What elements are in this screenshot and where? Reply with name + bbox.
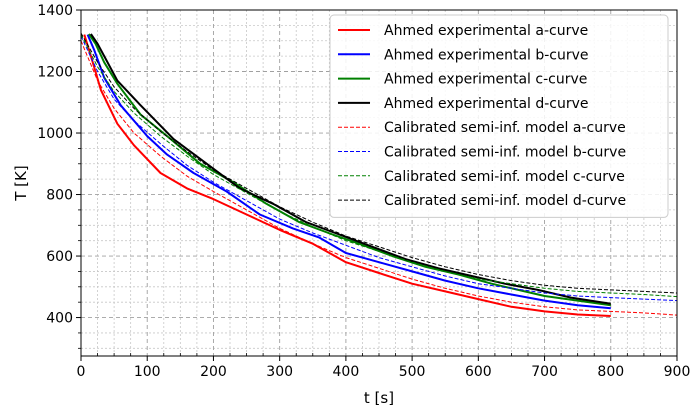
y-tick-label: 1400 [37,3,73,19]
series-line [80,34,678,298]
y-tick-label: 1200 [37,65,73,81]
legend-entry: Ahmed experimental b-curve [384,47,589,63]
x-tick-label: 900 [664,364,691,380]
legend-entry: Ahmed experimental a-curve [384,23,588,39]
series-line [80,40,678,316]
y-tick-label: 1000 [37,126,73,142]
x-tick-label: 600 [465,364,492,380]
series-line [80,35,678,302]
legend-box [329,14,669,218]
x-tick-label: 700 [531,364,558,380]
x-tick-label: 0 [77,364,86,380]
legend-entry: Ahmed experimental c-curve [384,72,587,88]
legend-entry: Calibrated semi-inf. model c-curve [384,169,625,185]
series-line [83,34,611,317]
series-layer [80,32,678,317]
x-tick-label: 200 [200,364,227,380]
y-tick-label: 600 [46,249,73,265]
series-line [80,32,678,294]
legend: Ahmed experimental a-curve Ahmed experime… [329,14,669,218]
y-axis-label: T [K] [12,165,30,201]
legend-entry: Ahmed experimental d-curve [384,96,589,112]
x-tick-label: 500 [399,364,426,380]
legend-entry: Calibrated semi-inf. model d-curve [384,193,626,209]
y-tick-label: 400 [46,311,73,327]
tick-labels: 0 100 200 300 400 500 600 700 800 900 400 600 800 100… [37,3,690,380]
series-line [90,33,611,305]
x-tick-label: 400 [333,364,360,380]
y-tick-label: 800 [46,188,73,204]
x-tick-label: 300 [266,364,293,380]
x-axis-label: t [s] [364,389,394,407]
series-line [88,33,611,307]
x-tick-label: 100 [134,364,161,380]
legend-entry: Calibrated semi-inf. model a-curve [384,120,626,136]
axis-ticks [76,9,678,361]
legend-entry: Calibrated semi-inf. model b-curve [384,145,626,161]
x-tick-label: 800 [597,364,624,380]
